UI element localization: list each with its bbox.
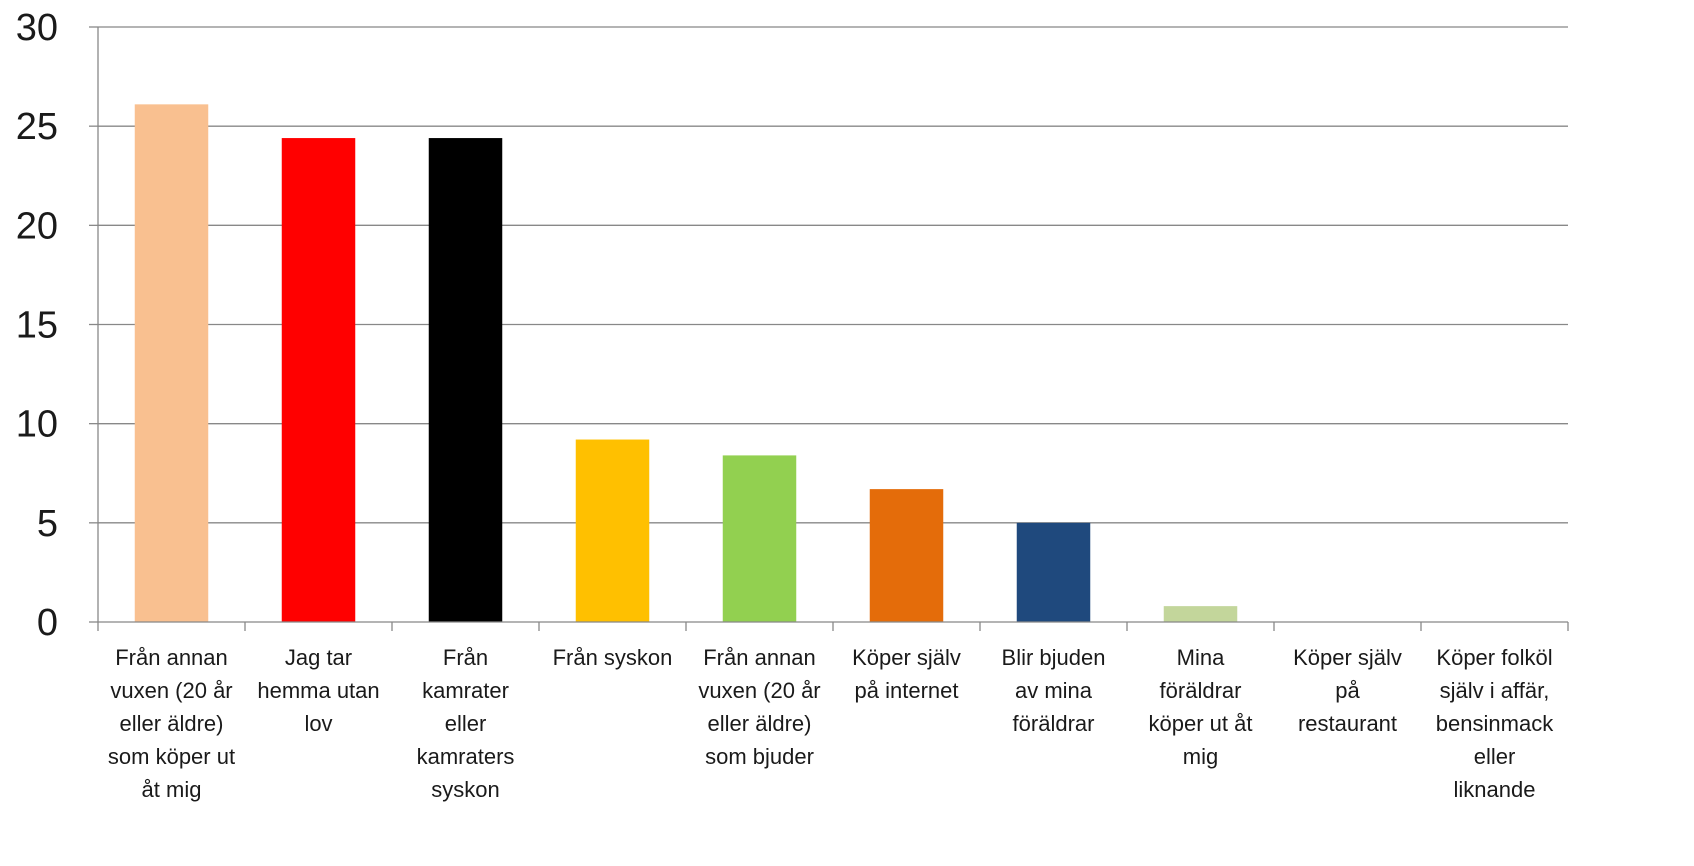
x-category-label-line: Från annan bbox=[703, 645, 816, 670]
x-category-label-line: av mina bbox=[1015, 678, 1093, 703]
x-category-labels: Från annan vuxen (20 år eller äldre) som kö… bbox=[108, 645, 1554, 802]
x-category-label-line: Köper själv bbox=[1293, 645, 1402, 670]
x-category-label-line: kamraters bbox=[417, 744, 515, 769]
x-category-label-line: liknande bbox=[1454, 777, 1536, 802]
x-category-label-line: vuxen (20 år bbox=[698, 678, 820, 703]
y-tick-label: 25 bbox=[16, 106, 58, 148]
x-category-label-line: eller bbox=[445, 711, 487, 736]
y-tick-labels: 0 5 10 15 20 25 30 bbox=[16, 7, 58, 644]
x-category-label-line: föräldrar bbox=[1013, 711, 1095, 736]
x-category-label-line: som köper ut bbox=[108, 744, 235, 769]
x-category-label-line: Från annan bbox=[115, 645, 228, 670]
axes bbox=[89, 26, 1569, 631]
x-category-label-line: Mina bbox=[1177, 645, 1225, 670]
y-tick-label: 15 bbox=[16, 305, 58, 347]
x-category-label: Mina föräldrar köper ut åt mig bbox=[1149, 645, 1253, 769]
x-category-label-line: Blir bjuden bbox=[1002, 645, 1106, 670]
x-category-label-line: eller bbox=[1474, 744, 1516, 769]
bar bbox=[1163, 606, 1238, 622]
x-category-label-line: Från syskon bbox=[553, 645, 673, 670]
y-tick-label: 30 bbox=[16, 7, 58, 49]
x-category-label-line: Köper själv bbox=[852, 645, 961, 670]
x-category-label: Köper själv på restaurant bbox=[1293, 645, 1402, 736]
x-category-label-line: själv i affär, bbox=[1440, 678, 1550, 703]
x-category-label-line: på internet bbox=[855, 678, 959, 703]
x-category-label-line: som bjuder bbox=[705, 744, 814, 769]
x-category-label-line: eller äldre) bbox=[708, 711, 812, 736]
y-tick-label: 20 bbox=[16, 205, 58, 247]
bar bbox=[869, 489, 944, 622]
bars bbox=[134, 104, 1238, 623]
bar bbox=[722, 455, 797, 622]
x-category-label: Köper själv på internet bbox=[852, 645, 961, 703]
x-category-label-line: Köper folköl bbox=[1436, 645, 1552, 670]
bar bbox=[281, 138, 356, 623]
x-category-label: Från syskon bbox=[553, 645, 673, 670]
x-category-label-line: på bbox=[1335, 678, 1360, 703]
x-category-label-line: föräldrar bbox=[1160, 678, 1242, 703]
y-tick-label: 5 bbox=[37, 503, 58, 545]
x-category-label: Från annan vuxen (20 år eller äldre) som kö… bbox=[108, 645, 235, 802]
x-category-label-line: köper ut åt bbox=[1149, 711, 1253, 736]
x-category-label: Köper folköl själv i affär, bensinmack elle… bbox=[1436, 645, 1554, 802]
x-category-label-line: lov bbox=[304, 711, 332, 736]
x-category-label: Från annan vuxen (20 år eller äldre) som bj… bbox=[698, 645, 820, 769]
x-category-label-line: syskon bbox=[431, 777, 499, 802]
x-category-label-line: restaurant bbox=[1298, 711, 1397, 736]
bar bbox=[134, 104, 209, 623]
x-category-label-line: eller äldre) bbox=[120, 711, 224, 736]
bar bbox=[575, 439, 650, 622]
x-category-label-line: vuxen (20 år bbox=[110, 678, 232, 703]
x-category-label-line: hemma utan bbox=[257, 678, 379, 703]
x-category-label: Jag tar hemma utan lov bbox=[257, 645, 379, 736]
x-category-label: Från kamrater eller kamraters syskon bbox=[417, 645, 515, 802]
y-tick-label: 10 bbox=[16, 404, 58, 446]
x-category-label-line: kamrater bbox=[422, 678, 509, 703]
y-tick-label: 0 bbox=[37, 602, 58, 644]
x-category-label: Blir bjuden av mina föräldrar bbox=[1002, 645, 1106, 736]
x-category-label-line: åt mig bbox=[142, 777, 202, 802]
bar bbox=[1016, 522, 1091, 622]
x-category-label-line: mig bbox=[1183, 744, 1218, 769]
x-category-label-line: bensinmack bbox=[1436, 711, 1554, 736]
x-category-label-line: Jag tar bbox=[285, 645, 352, 670]
bar bbox=[428, 138, 503, 623]
x-category-label-line: Från bbox=[443, 645, 488, 670]
